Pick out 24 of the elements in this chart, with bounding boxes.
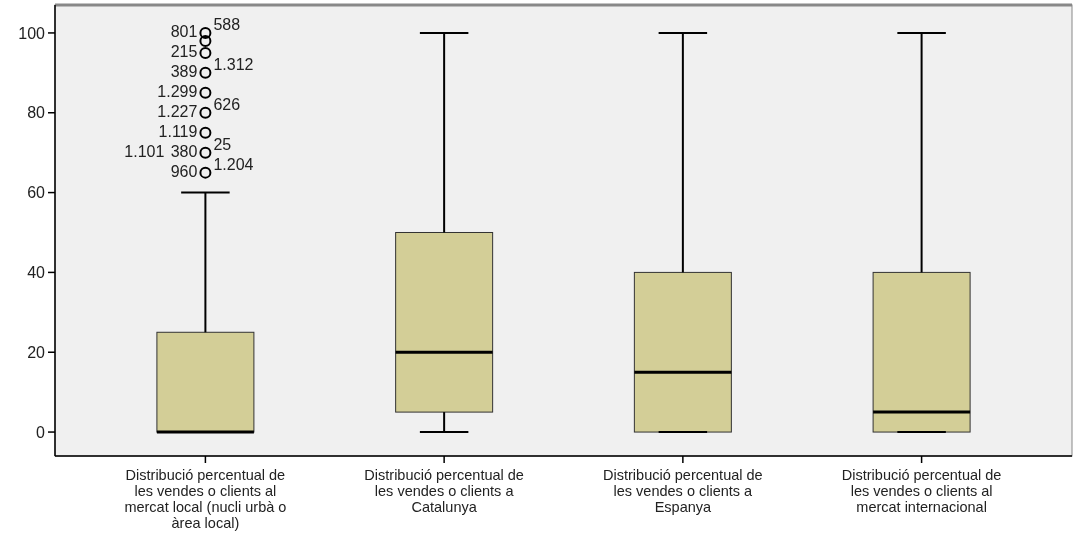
annotation: 389 [170,62,198,80]
x-tick-label: Distribució percentual de les vendes o clients a Espanya [603,467,763,515]
annotation: 960 [170,162,198,180]
x-tick-label: Distribució percentual de les vendes o clients al mercat internacional [841,467,1002,515]
x-tick-label: Distribució percentual de les vendes o clients al mercat local (nucli urbà o àrea local) [124,467,287,531]
annotation: 1.227 [157,102,198,120]
y-tick-label: 20 [27,343,46,361]
y-tick-label: 60 [27,184,46,202]
annotation: 626 [213,95,241,113]
annotation: 380 [170,142,198,160]
y-tick-label: 40 [27,264,46,282]
annotation: 1.204 [213,155,254,173]
y-tick-label: 0 [36,423,46,441]
annotation: 588 [213,15,241,33]
annotation: 1.101 [124,142,165,160]
annotation: 1.119 [158,122,198,140]
y-tick-label: 100 [18,24,46,42]
annotation: 1.299 [157,82,198,100]
annotation: 801 [170,22,198,40]
y-tick-label: 80 [27,104,46,122]
annotation: 25 [213,135,232,153]
x-tick-label: Distribució percentual de les vendes o clients a Catalunya [364,467,524,515]
annotation: 215 [170,42,198,60]
annotation: 1.312 [213,55,254,73]
